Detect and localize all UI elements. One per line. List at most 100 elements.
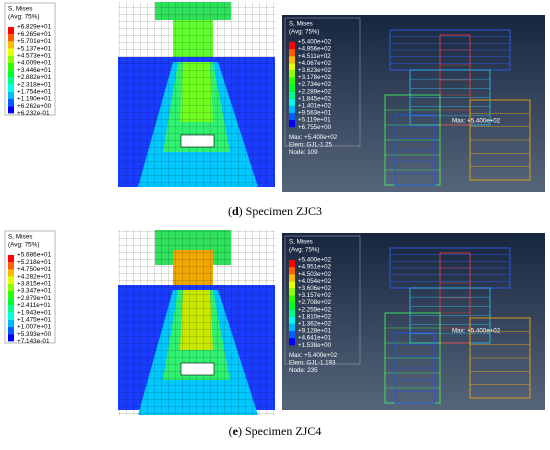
viewport xyxy=(282,15,545,192)
max-annotation: Max: +5.400e+02 xyxy=(452,118,501,125)
legend-value: +3.157e+02 xyxy=(298,292,332,299)
legend-swatch xyxy=(8,106,14,114)
legend-value: +1.810e+02 xyxy=(298,313,332,320)
opening xyxy=(180,134,215,148)
legend-value: +2.879e+01 xyxy=(17,295,52,302)
legend-value: +1.401e+02 xyxy=(298,103,332,110)
opening xyxy=(180,362,215,376)
legend-frame xyxy=(284,17,361,147)
legend-title: S, Mises xyxy=(8,6,33,13)
legend-value: +5.686e+01 xyxy=(17,252,52,259)
legend-swatch xyxy=(8,27,14,35)
legend-value: +4.503e+02 xyxy=(298,271,332,278)
legend-swatch xyxy=(289,302,295,310)
legend-swatch xyxy=(8,63,14,71)
legend-value: +2.289e+02 xyxy=(298,88,332,95)
legend-value: +6.755e+00 xyxy=(298,124,332,131)
legend-info: Max: +5.400e+02 xyxy=(289,352,338,359)
legend-value: +7.143e-01 xyxy=(17,338,50,345)
legend-value: +4.282e+01 xyxy=(17,273,52,280)
legend-value: +1.754e+01 xyxy=(17,88,52,95)
legend-subtitle: (Avg: 75%) xyxy=(289,247,320,254)
legend-value: +4.951e+02 xyxy=(298,264,332,271)
legend-swatch xyxy=(8,269,14,277)
legend-value: +5.400e+02 xyxy=(298,257,332,264)
legend-swatch xyxy=(289,70,295,78)
legend-swatch xyxy=(289,77,295,85)
legend-value: +2.318e+01 xyxy=(17,81,52,88)
legend-swatch xyxy=(289,288,295,296)
legend-value: +3.815e+01 xyxy=(17,280,52,287)
legend-subtitle: (Avg: 75%) xyxy=(8,14,40,21)
legend-swatch xyxy=(8,327,14,335)
legend-swatch xyxy=(8,283,14,291)
legend-value: +6.262e+00 xyxy=(17,103,52,110)
legend-value: +1.538e+00 xyxy=(298,342,332,349)
legend-swatch xyxy=(289,120,295,128)
legend-swatch xyxy=(8,312,14,320)
legend-swatch xyxy=(8,41,14,49)
legend-subtitle: (Avg: 75%) xyxy=(289,29,320,36)
caption-text: ) Specimen ZJC4 xyxy=(238,424,321,438)
legend-value: +4.511e+02 xyxy=(298,53,331,60)
caption-label: d xyxy=(232,204,239,218)
legend-info: Max: +5.400e+02 xyxy=(289,134,338,141)
legend-value: +6.265e+01 xyxy=(17,31,52,38)
legend-swatch xyxy=(289,274,295,282)
legend-frame xyxy=(284,235,361,365)
panel: S, Mises(Avg: 75%)+5.686e+01+5.218e+01+4… xyxy=(4,230,545,438)
legend-swatch xyxy=(289,113,295,121)
legend-value: +4.641e+01 xyxy=(298,335,332,342)
legend-swatch xyxy=(289,338,295,346)
legend-swatch xyxy=(8,48,14,56)
legend-swatch xyxy=(8,305,14,313)
caption-prefix: ( xyxy=(229,424,233,438)
legend-value: +1.007e+01 xyxy=(17,324,52,331)
legend-swatch xyxy=(289,267,295,275)
caption: (e) Specimen ZJC4 xyxy=(229,424,322,438)
legend-info: Node: 235 xyxy=(289,367,318,374)
legend-swatch xyxy=(8,298,14,306)
legend-swatch xyxy=(289,105,295,113)
caption: (d) Specimen ZJC3 xyxy=(228,204,322,218)
legend-swatch xyxy=(289,91,295,99)
legend-value: +4.054e+02 xyxy=(298,278,332,285)
legend-swatch xyxy=(289,98,295,106)
legend-swatch xyxy=(8,291,14,299)
legend-value: +4.009e+01 xyxy=(17,60,52,67)
legend-swatch xyxy=(8,77,14,85)
legend-value: +1.845e+02 xyxy=(298,95,332,102)
legend-swatch xyxy=(8,276,14,284)
legend-swatch xyxy=(289,323,295,331)
legend-swatch xyxy=(289,309,295,317)
legend-subtitle: (Avg: 75%) xyxy=(8,242,40,249)
legend-swatch xyxy=(8,91,14,99)
legend-value: +3.347e+01 xyxy=(17,288,52,295)
legend-value: +1.943e+01 xyxy=(17,309,52,316)
legend-value: +5.137e+01 xyxy=(17,45,52,52)
mesh xyxy=(118,2,275,187)
legend-swatch xyxy=(8,334,14,342)
legend-swatch xyxy=(8,84,14,92)
legend-swatch xyxy=(8,70,14,78)
legend-swatch xyxy=(289,316,295,324)
legend-value: +2.259e+02 xyxy=(298,306,332,313)
legend-swatch xyxy=(289,63,295,71)
legend-value: +1.475e+01 xyxy=(17,316,52,323)
legend-value: +4.067e+02 xyxy=(298,60,332,67)
legend-value: +9.128e+01 xyxy=(298,328,332,335)
legend-swatch xyxy=(289,260,295,268)
legend-value: +4.750e+01 xyxy=(17,266,52,273)
legend-value: +5.119e+01 xyxy=(298,117,331,124)
legend-value: +4.573e+01 xyxy=(17,52,52,59)
legend-value: +3.623e+02 xyxy=(298,67,332,74)
legend-swatch xyxy=(289,331,295,339)
legend-swatch xyxy=(289,56,295,64)
legend-info: Elem: GJL-1.193 xyxy=(289,359,336,366)
legend-swatch xyxy=(289,49,295,57)
legend-value: +5.393e+00 xyxy=(17,331,52,338)
legend-value: +5.400e+02 xyxy=(298,39,332,46)
legend-info: Node: 109 xyxy=(289,149,318,156)
max-annotation: Max: +5.400e+02 xyxy=(452,328,501,335)
legend-value: +4.956e+02 xyxy=(298,46,332,53)
